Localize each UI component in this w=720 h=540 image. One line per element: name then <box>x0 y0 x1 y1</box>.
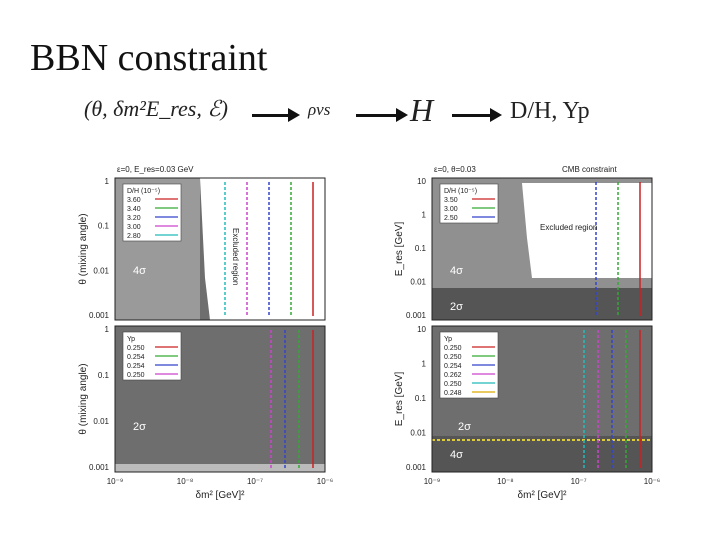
plot-frame <box>431 177 653 321</box>
y-axis-label: θ (mixing angle) <box>78 363 89 434</box>
lower-band <box>432 288 652 320</box>
x-tick-label: 10⁻⁷ <box>571 477 587 486</box>
y-axis-label: E_res [GeV] <box>394 222 405 277</box>
x-tick-label: 10⁻⁹ <box>107 477 124 486</box>
plot-header: ε=0, θ=0.03 <box>434 165 476 174</box>
y-axis-label: E_res [GeV] <box>394 372 405 427</box>
y-tick-label: 0.01 <box>410 278 426 287</box>
legend-title: D/H (10⁻⁵) <box>444 188 477 195</box>
plot-annotation: Excluded region <box>231 228 240 285</box>
x-tick-label: 10⁻⁹ <box>424 477 441 486</box>
x-tick-label: 10⁻⁸ <box>177 477 194 486</box>
y-tick-label: 0.1 <box>98 222 110 231</box>
y-tick-label: 0.1 <box>98 371 110 380</box>
y-tick-label: 0.001 <box>89 311 110 320</box>
formula-rho: ρνs <box>308 100 331 119</box>
arrow-3 <box>452 108 502 122</box>
y-tick-label: 10 <box>417 325 426 334</box>
legend-entry: 2.50 <box>444 215 458 222</box>
y-tick-label: 0.1 <box>415 244 427 253</box>
plot-annotation: 2σ <box>450 301 463 313</box>
plot-frame <box>114 177 326 321</box>
plot-annotation: 4σ <box>450 449 463 461</box>
legend-entry: 0.254 <box>127 363 145 370</box>
arrow-2 <box>356 108 408 122</box>
lower-band <box>432 436 652 472</box>
legend-entry: 0.250 <box>127 345 145 352</box>
plot-frame <box>431 325 653 473</box>
legend-entry: 0.254 <box>444 363 462 370</box>
legend-title: Yp <box>127 336 135 343</box>
y-tick-label: 0.01 <box>410 429 426 438</box>
legend-entry: 0.248 <box>444 390 462 397</box>
y-tick-label: 0.1 <box>415 394 427 403</box>
plot-annotation: Excluded region <box>540 223 597 232</box>
y-tick-label: 0.01 <box>93 266 109 275</box>
y-tick-label: 1 <box>105 325 110 334</box>
allowed-region <box>200 178 325 320</box>
legend-title: Yp <box>444 336 452 343</box>
allowed-region <box>522 183 652 278</box>
legend-entry: 3.40 <box>127 206 141 213</box>
y-tick-label: 1 <box>422 211 427 220</box>
x-axis-label: δm² [GeV]² <box>518 490 568 501</box>
arrow-1 <box>252 108 300 122</box>
plot-frame <box>114 325 326 473</box>
y-tick-label: 0.001 <box>89 463 110 472</box>
plot-annotation: 2σ <box>458 421 471 433</box>
legend-entry: 0.250 <box>444 381 462 388</box>
legend-entry: 3.00 <box>127 224 141 231</box>
y-tick-label: 0.001 <box>406 463 427 472</box>
x-tick-label: 10⁻⁶ <box>317 477 333 486</box>
plot-annotation: 4σ <box>133 265 146 277</box>
plot-header: ε=0, E_res=0.03 GeV <box>117 165 194 174</box>
legend-entry: 3.00 <box>444 206 458 213</box>
legend-entry: 0.262 <box>444 372 462 379</box>
y-tick-label: 1 <box>422 360 427 369</box>
legend-entry: 0.250 <box>444 354 462 361</box>
legend-entry: 3.20 <box>127 215 141 222</box>
legend-box <box>122 183 182 242</box>
y-tick-label: 1 <box>105 177 110 186</box>
y-tick-label: 0.01 <box>93 417 109 426</box>
legend-entry: 3.50 <box>444 197 458 204</box>
plot-header-right: CMB constraint <box>562 165 617 174</box>
y-tick-label: 0.001 <box>406 311 427 320</box>
y-tick-label: 10 <box>417 177 426 186</box>
formula-hubble: H <box>410 92 434 128</box>
formula-inputs: (θ, δm²E_res, ℰ) <box>84 96 228 121</box>
x-axis-label: δm² [GeV]² <box>196 490 246 501</box>
x-tick-label: 10⁻⁷ <box>247 477 263 486</box>
legend-entry: 2.80 <box>127 233 141 240</box>
y-axis-label: θ (mixing angle) <box>78 213 89 284</box>
legend-entry: 0.254 <box>127 354 145 361</box>
x-tick-label: 10⁻⁸ <box>497 477 514 486</box>
legend-title: D/H (10⁻⁵) <box>127 188 160 195</box>
slide-title: BBN constraint <box>30 37 268 79</box>
formula-outputs: D/H, Yp <box>510 98 590 124</box>
plot-annotation: 2σ <box>133 421 146 433</box>
plot-annotation: 4σ <box>450 265 463 277</box>
legend-entry: 0.250 <box>127 372 145 379</box>
x-tick-label: 10⁻⁶ <box>644 477 660 486</box>
legend-entry: 0.250 <box>444 345 462 352</box>
lower-band <box>115 464 325 472</box>
legend-entry: 3.60 <box>127 197 141 204</box>
